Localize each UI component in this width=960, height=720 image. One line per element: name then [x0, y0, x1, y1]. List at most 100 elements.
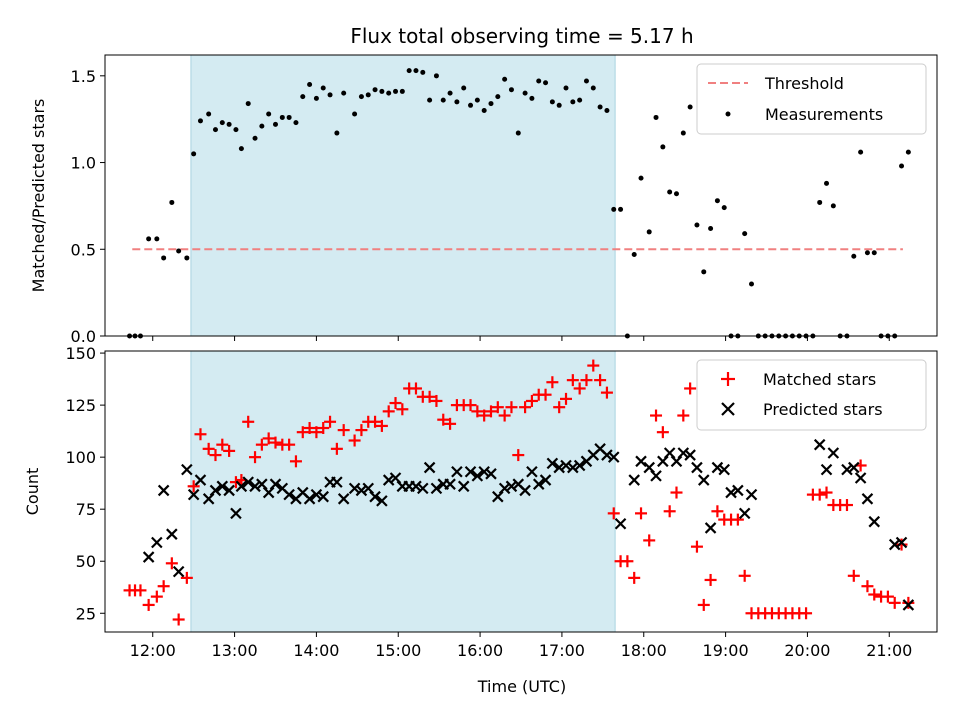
predicted-star-point — [451, 465, 463, 478]
predicted-star-point — [684, 449, 696, 461]
matched-star-point — [194, 428, 207, 441]
measurement-point — [406, 68, 412, 74]
matched-star-point — [607, 507, 620, 520]
predicted-star-point — [172, 565, 185, 578]
predicted-star-point — [704, 522, 717, 534]
predicted-star-point — [677, 447, 690, 459]
measurement-point — [169, 199, 175, 205]
predicted-star-point — [216, 480, 229, 493]
chart-title: Flux total observing time = 5.17 h — [350, 24, 693, 48]
predicted-star-point — [607, 451, 620, 463]
measurement-point — [300, 94, 306, 100]
measurement-point — [905, 149, 911, 155]
predicted-star-point — [841, 463, 853, 476]
matched-star-point — [389, 397, 402, 410]
matched-star-point — [684, 382, 697, 395]
matched-star-point — [670, 486, 683, 499]
measurement-point — [660, 144, 666, 150]
measurement-point — [871, 250, 877, 256]
measurement-point — [238, 146, 244, 152]
measurement-point — [433, 73, 439, 79]
predicted-star-point — [519, 484, 531, 497]
top-y-ticks: 0.0 0.5 1.0 1.5 — [71, 67, 105, 346]
predicted-star-point — [181, 463, 193, 476]
matched-star-point — [484, 405, 497, 418]
matched-star-point — [491, 401, 504, 414]
measurement-point — [604, 108, 610, 114]
matched-star-point — [296, 426, 309, 439]
measurement-point — [176, 248, 182, 254]
predicted-star-point — [142, 551, 155, 563]
matched-star-point — [656, 426, 669, 439]
x-tick-label: 15:00 — [375, 641, 421, 660]
predicted-star-point — [337, 493, 350, 505]
matched-star-point — [525, 394, 538, 407]
measurement-point — [286, 114, 292, 120]
matched-star-point — [663, 505, 676, 518]
measurement-point — [680, 130, 686, 136]
x-tick-label: 17:00 — [539, 641, 585, 660]
measurement-point — [864, 250, 870, 256]
matched-star-point — [172, 613, 185, 626]
matched-star-point — [303, 422, 316, 435]
predicted-star-point — [249, 480, 261, 493]
matched-star-point — [594, 374, 607, 387]
measurement-point — [320, 85, 326, 91]
predicted-star-point — [635, 455, 647, 468]
measurement-point — [556, 102, 562, 108]
bottom-legend-box — [696, 359, 927, 431]
predicted-star-point — [331, 476, 343, 488]
matched-star-point — [895, 538, 908, 551]
predicted-star-point — [868, 515, 881, 528]
legend-threshold-label: Threshold — [764, 74, 844, 93]
top-x-ticks — [152, 336, 890, 341]
predicted-star-point — [902, 599, 915, 611]
predicted-star-point — [732, 484, 744, 497]
predicted-star-points — [142, 438, 915, 611]
measurement-point — [413, 68, 419, 74]
matched-star-point — [409, 382, 422, 395]
measurement-point — [529, 95, 535, 101]
x-tick-label: 13:00 — [212, 641, 258, 660]
top-legend: Threshold Measurements — [696, 63, 927, 135]
matched-star-point — [187, 480, 200, 493]
predicted-star-point — [382, 474, 395, 486]
measurement-point — [184, 255, 190, 261]
matched-star-point — [902, 596, 915, 609]
legend-matched-label: Matched stars — [763, 370, 876, 389]
predicted-star-point — [601, 449, 613, 461]
measurement-point — [197, 118, 203, 124]
measurement-point — [386, 90, 392, 96]
predicted-star-point — [738, 507, 751, 520]
ratio-panel: 0.0 0.5 1.0 1.5 Matched/Predicted stars Thr… — [29, 54, 938, 346]
measurement-point — [341, 90, 347, 96]
predicted-star-point — [410, 480, 422, 493]
measurement-point — [721, 205, 727, 211]
matched-star-point — [519, 401, 532, 414]
observing-window-band — [190, 350, 616, 633]
measurement-point — [673, 191, 679, 197]
measurement-point — [522, 90, 528, 96]
measurement-point — [742, 231, 748, 237]
predicted-star-point — [526, 465, 538, 478]
matched-star-point — [269, 436, 282, 449]
legend-measurements-label: Measurements — [765, 105, 883, 124]
predicted-star-point — [242, 476, 254, 488]
predicted-star-point — [711, 461, 724, 474]
measurement-point — [293, 120, 299, 126]
matched-star-point — [621, 555, 634, 568]
legend-measurements-swatch — [725, 111, 731, 117]
y-tick-label: 0.0 — [71, 327, 96, 346]
measurement-point — [266, 111, 272, 117]
matched-star-point — [165, 557, 178, 570]
measurement-point — [334, 130, 340, 136]
measurement-point — [577, 97, 583, 103]
measurement-point — [226, 121, 232, 127]
measurement-point — [454, 99, 460, 105]
predicted-star-point — [471, 470, 484, 482]
matched-star-point — [800, 607, 813, 620]
predicted-star-point — [187, 488, 200, 501]
matched-star-point — [310, 426, 323, 439]
measurement-point — [313, 95, 319, 101]
